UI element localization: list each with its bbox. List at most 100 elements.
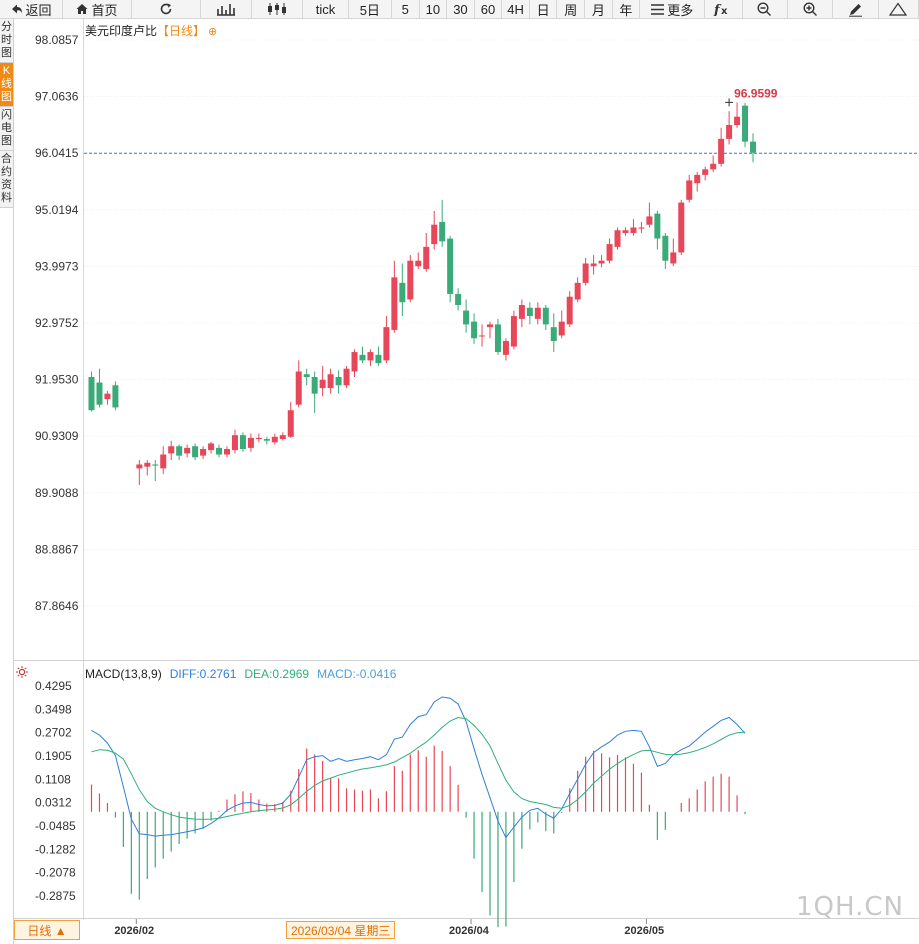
week-label: 周 bbox=[564, 2, 578, 18]
toolbar: 返回 首页 tick 5日 5 10 30 60 4H 日周月年 更多 f x bbox=[0, 0, 919, 19]
tick-label: tick bbox=[315, 1, 336, 17]
candle bbox=[200, 446, 207, 459]
period-selector-button[interactable]: 日线 ▲ bbox=[14, 920, 80, 940]
collapse-button[interactable] bbox=[879, 0, 919, 18]
candle bbox=[208, 441, 215, 454]
candle bbox=[534, 302, 541, 325]
candle bbox=[152, 460, 159, 482]
candle bbox=[678, 199, 685, 256]
settings-sun-icon[interactable] bbox=[16, 666, 28, 678]
candle bbox=[104, 390, 111, 405]
refresh-button[interactable] bbox=[132, 0, 201, 18]
macd-label: MACD(13,8,9) bbox=[85, 667, 162, 681]
price-tick-label: 97.0636 bbox=[35, 90, 79, 104]
instrument-name: 美元印度卢比 bbox=[85, 24, 158, 38]
60min-label: 60 bbox=[480, 1, 496, 17]
price-tick-label: 93.9973 bbox=[35, 259, 79, 273]
candle bbox=[423, 233, 430, 272]
triangle-up-icon bbox=[889, 2, 908, 16]
candle bbox=[168, 440, 175, 461]
5day-label: 5日 bbox=[359, 2, 380, 18]
price-tick-label: 91.9530 bbox=[35, 373, 79, 387]
10min-button[interactable]: 10 bbox=[420, 0, 448, 18]
price-tick-label: 95.0194 bbox=[35, 203, 79, 217]
high-marker-cross bbox=[725, 98, 734, 107]
candle bbox=[455, 288, 462, 311]
candle bbox=[192, 443, 199, 461]
candle bbox=[566, 291, 573, 328]
draw-button[interactable] bbox=[833, 0, 879, 18]
candle bbox=[574, 277, 581, 303]
week-button[interactable]: 周 bbox=[557, 0, 586, 18]
candle bbox=[510, 310, 517, 350]
day-label: 日 bbox=[536, 2, 550, 18]
macd-tick-label: 0.4295 bbox=[35, 679, 72, 693]
refresh-icon bbox=[159, 2, 173, 16]
macd-legend: MACD(13,8,9) DIFF:0.2761 DEA:0.2969 MACD:-0… bbox=[85, 667, 404, 681]
month-button[interactable]: 月 bbox=[585, 0, 613, 18]
zoom-in-button[interactable] bbox=[788, 0, 834, 18]
watermark-logo: 1QH.CN bbox=[796, 892, 904, 922]
candle bbox=[494, 318, 501, 355]
back-button[interactable]: 返回 bbox=[0, 0, 64, 18]
candle bbox=[590, 255, 597, 275]
more-button[interactable]: 更多 bbox=[640, 0, 706, 18]
60min-button[interactable]: 60 bbox=[475, 0, 503, 18]
candle bbox=[710, 155, 717, 173]
4h-label: 4H bbox=[507, 1, 524, 17]
candle bbox=[582, 257, 589, 286]
macd-tick-label: 0.2702 bbox=[35, 726, 72, 740]
high-marker-label: 96.9599 bbox=[734, 86, 778, 100]
candlestick-icon bbox=[267, 2, 287, 16]
macd-tick-label: 0.1108 bbox=[35, 772, 71, 786]
candle bbox=[598, 255, 605, 268]
candle bbox=[247, 433, 254, 452]
5min-button[interactable]: 5 bbox=[392, 0, 420, 18]
candle bbox=[550, 313, 557, 353]
candle bbox=[383, 316, 390, 364]
tick-button[interactable]: tick bbox=[303, 0, 349, 18]
candle bbox=[646, 202, 653, 228]
month-label: 月 bbox=[591, 2, 605, 18]
tab-timeshare[interactable]: 分时图 bbox=[0, 19, 13, 63]
home-icon bbox=[76, 3, 88, 15]
chart-style-candle-button[interactable] bbox=[252, 0, 304, 18]
candle bbox=[96, 368, 103, 408]
day-button[interactable]: 日 bbox=[530, 0, 558, 18]
zoom-out-button[interactable] bbox=[743, 0, 788, 18]
candle bbox=[271, 433, 278, 445]
macd-tick-label: 0.1905 bbox=[35, 749, 72, 763]
home-button[interactable]: 首页 bbox=[63, 0, 132, 18]
candle bbox=[630, 219, 637, 236]
5day-button[interactable]: 5日 bbox=[349, 0, 392, 18]
candle bbox=[694, 172, 701, 192]
candle bbox=[311, 371, 318, 413]
tab-flash[interactable]: 闪电图 bbox=[0, 107, 13, 151]
add-circle-icon[interactable]: ⊕ bbox=[208, 26, 218, 38]
candle bbox=[319, 365, 326, 397]
menu-icon bbox=[651, 3, 665, 15]
zoom-out-icon bbox=[757, 1, 772, 17]
candle bbox=[702, 166, 709, 181]
4h-button[interactable]: 4H bbox=[502, 0, 530, 18]
svg-text:f: f bbox=[713, 3, 722, 16]
tab-contract-info[interactable]: 合约资料 bbox=[0, 151, 13, 208]
candle bbox=[654, 210, 661, 250]
candle bbox=[542, 305, 549, 330]
30min-button[interactable]: 30 bbox=[447, 0, 475, 18]
year-button[interactable]: 年 bbox=[613, 0, 641, 18]
candle bbox=[327, 368, 334, 394]
timeframe-label: 【日线】 bbox=[157, 24, 206, 38]
candle bbox=[359, 346, 366, 364]
candle bbox=[351, 349, 358, 377]
chart-style-bar-button[interactable] bbox=[201, 0, 253, 18]
back-label: 返回 bbox=[25, 2, 52, 18]
more-label: 更多 bbox=[667, 2, 694, 18]
zoom-in-icon bbox=[803, 1, 818, 17]
chart-title: 美元印度卢比【日线】 ⊕ bbox=[85, 22, 217, 39]
